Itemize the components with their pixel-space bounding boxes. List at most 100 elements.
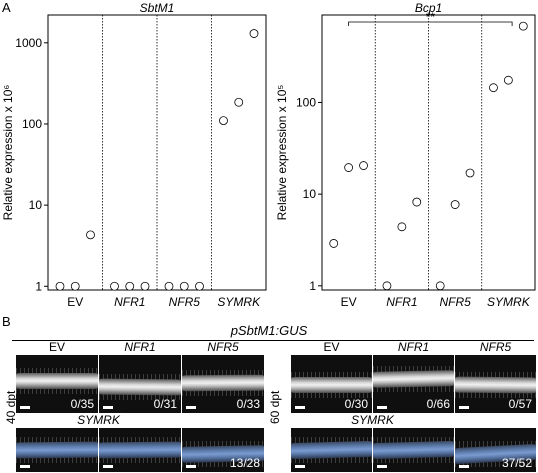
sbtm1-ytick-label: 1: [35, 279, 42, 293]
gus-stained-root: [373, 440, 454, 460]
bcp1-data-point: [359, 161, 368, 170]
scale-bar: [186, 406, 196, 409]
gus-photo: 0/30: [291, 355, 372, 413]
bcp1-ytick-label: 100: [296, 95, 316, 109]
bcp1-ytick-label: 1: [309, 279, 316, 293]
scale-bar: [459, 406, 469, 409]
sbtm1-xtick-label: SYMRK: [217, 295, 261, 309]
bcp1-data-point: [344, 163, 354, 172]
bcp1-data-point: [412, 197, 422, 207]
bcp1-xtick-label: SYMRK: [487, 295, 531, 309]
bcp1-xtick-label: NFR5: [439, 295, 471, 309]
col-head-symrk-left-block: SYMRK: [77, 413, 120, 427]
bcp1-significance-bracket: [348, 21, 513, 26]
col-head-right-block-1: NFR1: [397, 340, 430, 354]
root: [16, 373, 98, 389]
gus-photo-symrk: 13/28: [182, 428, 264, 472]
gus-ratio-label: 13/28: [229, 456, 260, 470]
col-head-left-block-2: NFR5: [207, 340, 239, 354]
panel-b-title: pSbtM1:GUS: [230, 323, 308, 338]
scale-bar: [295, 465, 305, 468]
gus-photo-symrk: [291, 428, 372, 472]
sbtm1-title: SbtM1: [140, 1, 175, 15]
scale-bar: [20, 406, 30, 409]
bcp1-data-point: [397, 222, 407, 232]
bcp1-data-point: [450, 200, 460, 209]
root: [455, 376, 536, 394]
scale-bar: [186, 465, 196, 468]
bcp1-data-point: [465, 168, 475, 178]
panel-a-letter: A: [2, 0, 11, 15]
col-head-symrk-right-block: SYMRK: [351, 413, 394, 427]
col-head-left-block-1: NFR1: [124, 340, 156, 354]
sbtm1-data-point: [164, 281, 174, 291]
bcp1-ytick-label: 10: [303, 187, 317, 201]
panel-b-letter: B: [2, 314, 11, 329]
bcp1-ylabel: Relative expression x 10⁵: [275, 85, 289, 221]
gus-photo: 0/35: [16, 355, 98, 413]
sbtm1-ytick-label: 1000: [15, 36, 42, 50]
sbtm1-data-point: [249, 29, 259, 38]
sbtm1-data-point: [125, 281, 135, 291]
bcp1-data-point: [382, 281, 392, 291]
gus-photo: 0/33: [182, 355, 264, 413]
sbtm1-data-point: [179, 281, 189, 291]
bcp1-xtick-label: NFR1: [386, 295, 417, 309]
gus-ratio-label: 37/52: [501, 456, 532, 470]
bcp1-title: Bcp1: [415, 1, 442, 15]
sbtm1-data-point: [70, 281, 80, 291]
sbtm1-xtick-label: NFR1: [114, 295, 145, 309]
sbtm1-data-point: [110, 281, 119, 291]
gus-photo: 0/66: [373, 355, 454, 413]
root: [291, 377, 372, 393]
bcp1-data-point: [518, 21, 528, 31]
bcp1-significance-label: **: [426, 10, 436, 24]
root: [182, 374, 264, 392]
gus-photo-symrk: [373, 428, 454, 472]
bcp1-data-point: [435, 281, 445, 291]
sbtm1-data-point: [86, 230, 95, 240]
bcp1-plot-frame: [321, 14, 536, 291]
scale-bar: [377, 465, 387, 468]
gus-ratio-label: 0/30: [344, 397, 368, 411]
sbtm1-data-point: [55, 281, 65, 291]
bcp1-data-point: [503, 75, 513, 85]
sbtm1-plot-frame: [47, 14, 267, 291]
col-head-left-block-0: EV: [48, 340, 65, 354]
bcp1-data-point: [329, 239, 339, 248]
sbtm1-ytick-label: 100: [22, 117, 42, 131]
gus-ratio-label: 0/33: [236, 397, 260, 411]
sbtm1-ytick-label: 10: [29, 198, 43, 212]
panel-b-rule: [12, 340, 534, 341]
gus-photo-symrk: [99, 428, 181, 472]
root: [99, 378, 181, 396]
gus-ratio-label: 0/57: [508, 397, 532, 411]
col-head-right-block-2: NFR5: [479, 340, 512, 354]
gus-ratio-label: 0/66: [426, 397, 450, 411]
col-head-right-block-0: EV: [323, 340, 340, 354]
scale-bar: [295, 406, 305, 409]
bcp1-xtick-label: EV: [341, 295, 357, 309]
scale-bar: [20, 465, 30, 468]
gus-photo: 0/57: [455, 355, 536, 413]
root: [373, 370, 454, 388]
sbtm1-data-point: [195, 281, 204, 291]
sbtm1-ylabel: Relative expression x 10⁶: [1, 85, 15, 221]
scale-bar: [377, 406, 387, 409]
row-label-60dpt: 60 dpt: [268, 390, 282, 424]
bcp1-data-point: [489, 83, 498, 93]
scale-bar: [103, 465, 113, 468]
scale-bar: [459, 465, 469, 468]
gus-ratio-label: 0/31: [153, 397, 177, 411]
sbtm1-xtick-label: EV: [67, 295, 83, 309]
gus-photo: 0/31: [99, 355, 181, 413]
gus-stained-root: [99, 441, 181, 459]
gus-stained-root: [291, 440, 372, 460]
gus-photo-symrk: [16, 428, 98, 472]
scale-bar: [103, 406, 113, 409]
sbtm1-data-point: [219, 116, 228, 125]
gus-photo-symrk: 37/52: [455, 428, 536, 472]
sbtm1-data-point: [234, 97, 244, 107]
sbtm1-data-point: [140, 281, 150, 291]
